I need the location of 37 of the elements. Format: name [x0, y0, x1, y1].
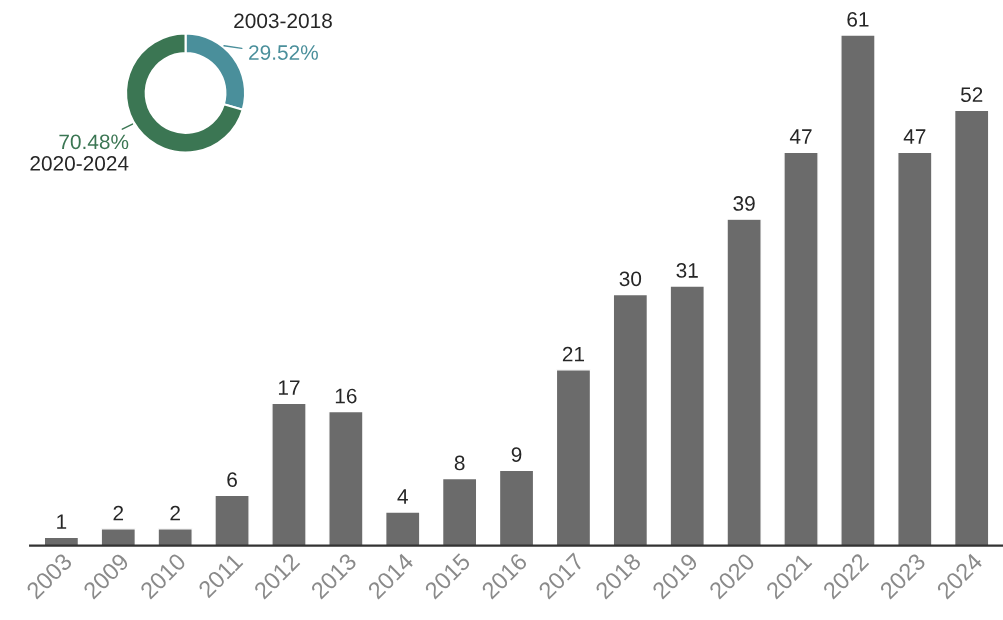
bar	[498, 469, 535, 546]
bar	[328, 410, 364, 546]
data-label: 30	[619, 271, 642, 287]
data-label: 52	[960, 87, 983, 103]
bar	[157, 528, 193, 546]
bar	[953, 109, 990, 546]
slice-label: 2020-2024	[30, 156, 129, 171]
data-label: 8	[454, 455, 465, 471]
data-label: 16	[335, 388, 357, 404]
data-label: 29.52%	[249, 45, 318, 60]
data-label: 21	[562, 346, 585, 362]
bar	[555, 369, 592, 546]
data-label: 39	[733, 196, 755, 211]
data-label: 70.48%	[59, 134, 129, 150]
data-label: 47	[903, 129, 926, 144]
bar	[384, 511, 421, 546]
data-label: 17	[278, 380, 300, 395]
data-label: 2	[170, 505, 180, 521]
bar	[441, 477, 478, 546]
bar	[726, 218, 762, 546]
slice-label: 2003-2018	[234, 13, 332, 29]
bar	[100, 528, 137, 546]
bar	[669, 285, 705, 546]
bar	[214, 494, 250, 546]
data-label: 9	[511, 447, 522, 462]
data-label: 4	[397, 489, 408, 504]
data-label: 2	[113, 505, 124, 521]
bar	[897, 151, 933, 546]
data-label: 31	[676, 263, 698, 278]
data-label: 6	[227, 472, 237, 488]
bar	[612, 293, 649, 546]
bar	[783, 151, 819, 546]
data-label: 1	[57, 514, 67, 529]
data-label: 61	[847, 11, 869, 27]
data-label: 47	[789, 129, 812, 144]
bar	[840, 34, 876, 546]
bar	[271, 402, 307, 546]
